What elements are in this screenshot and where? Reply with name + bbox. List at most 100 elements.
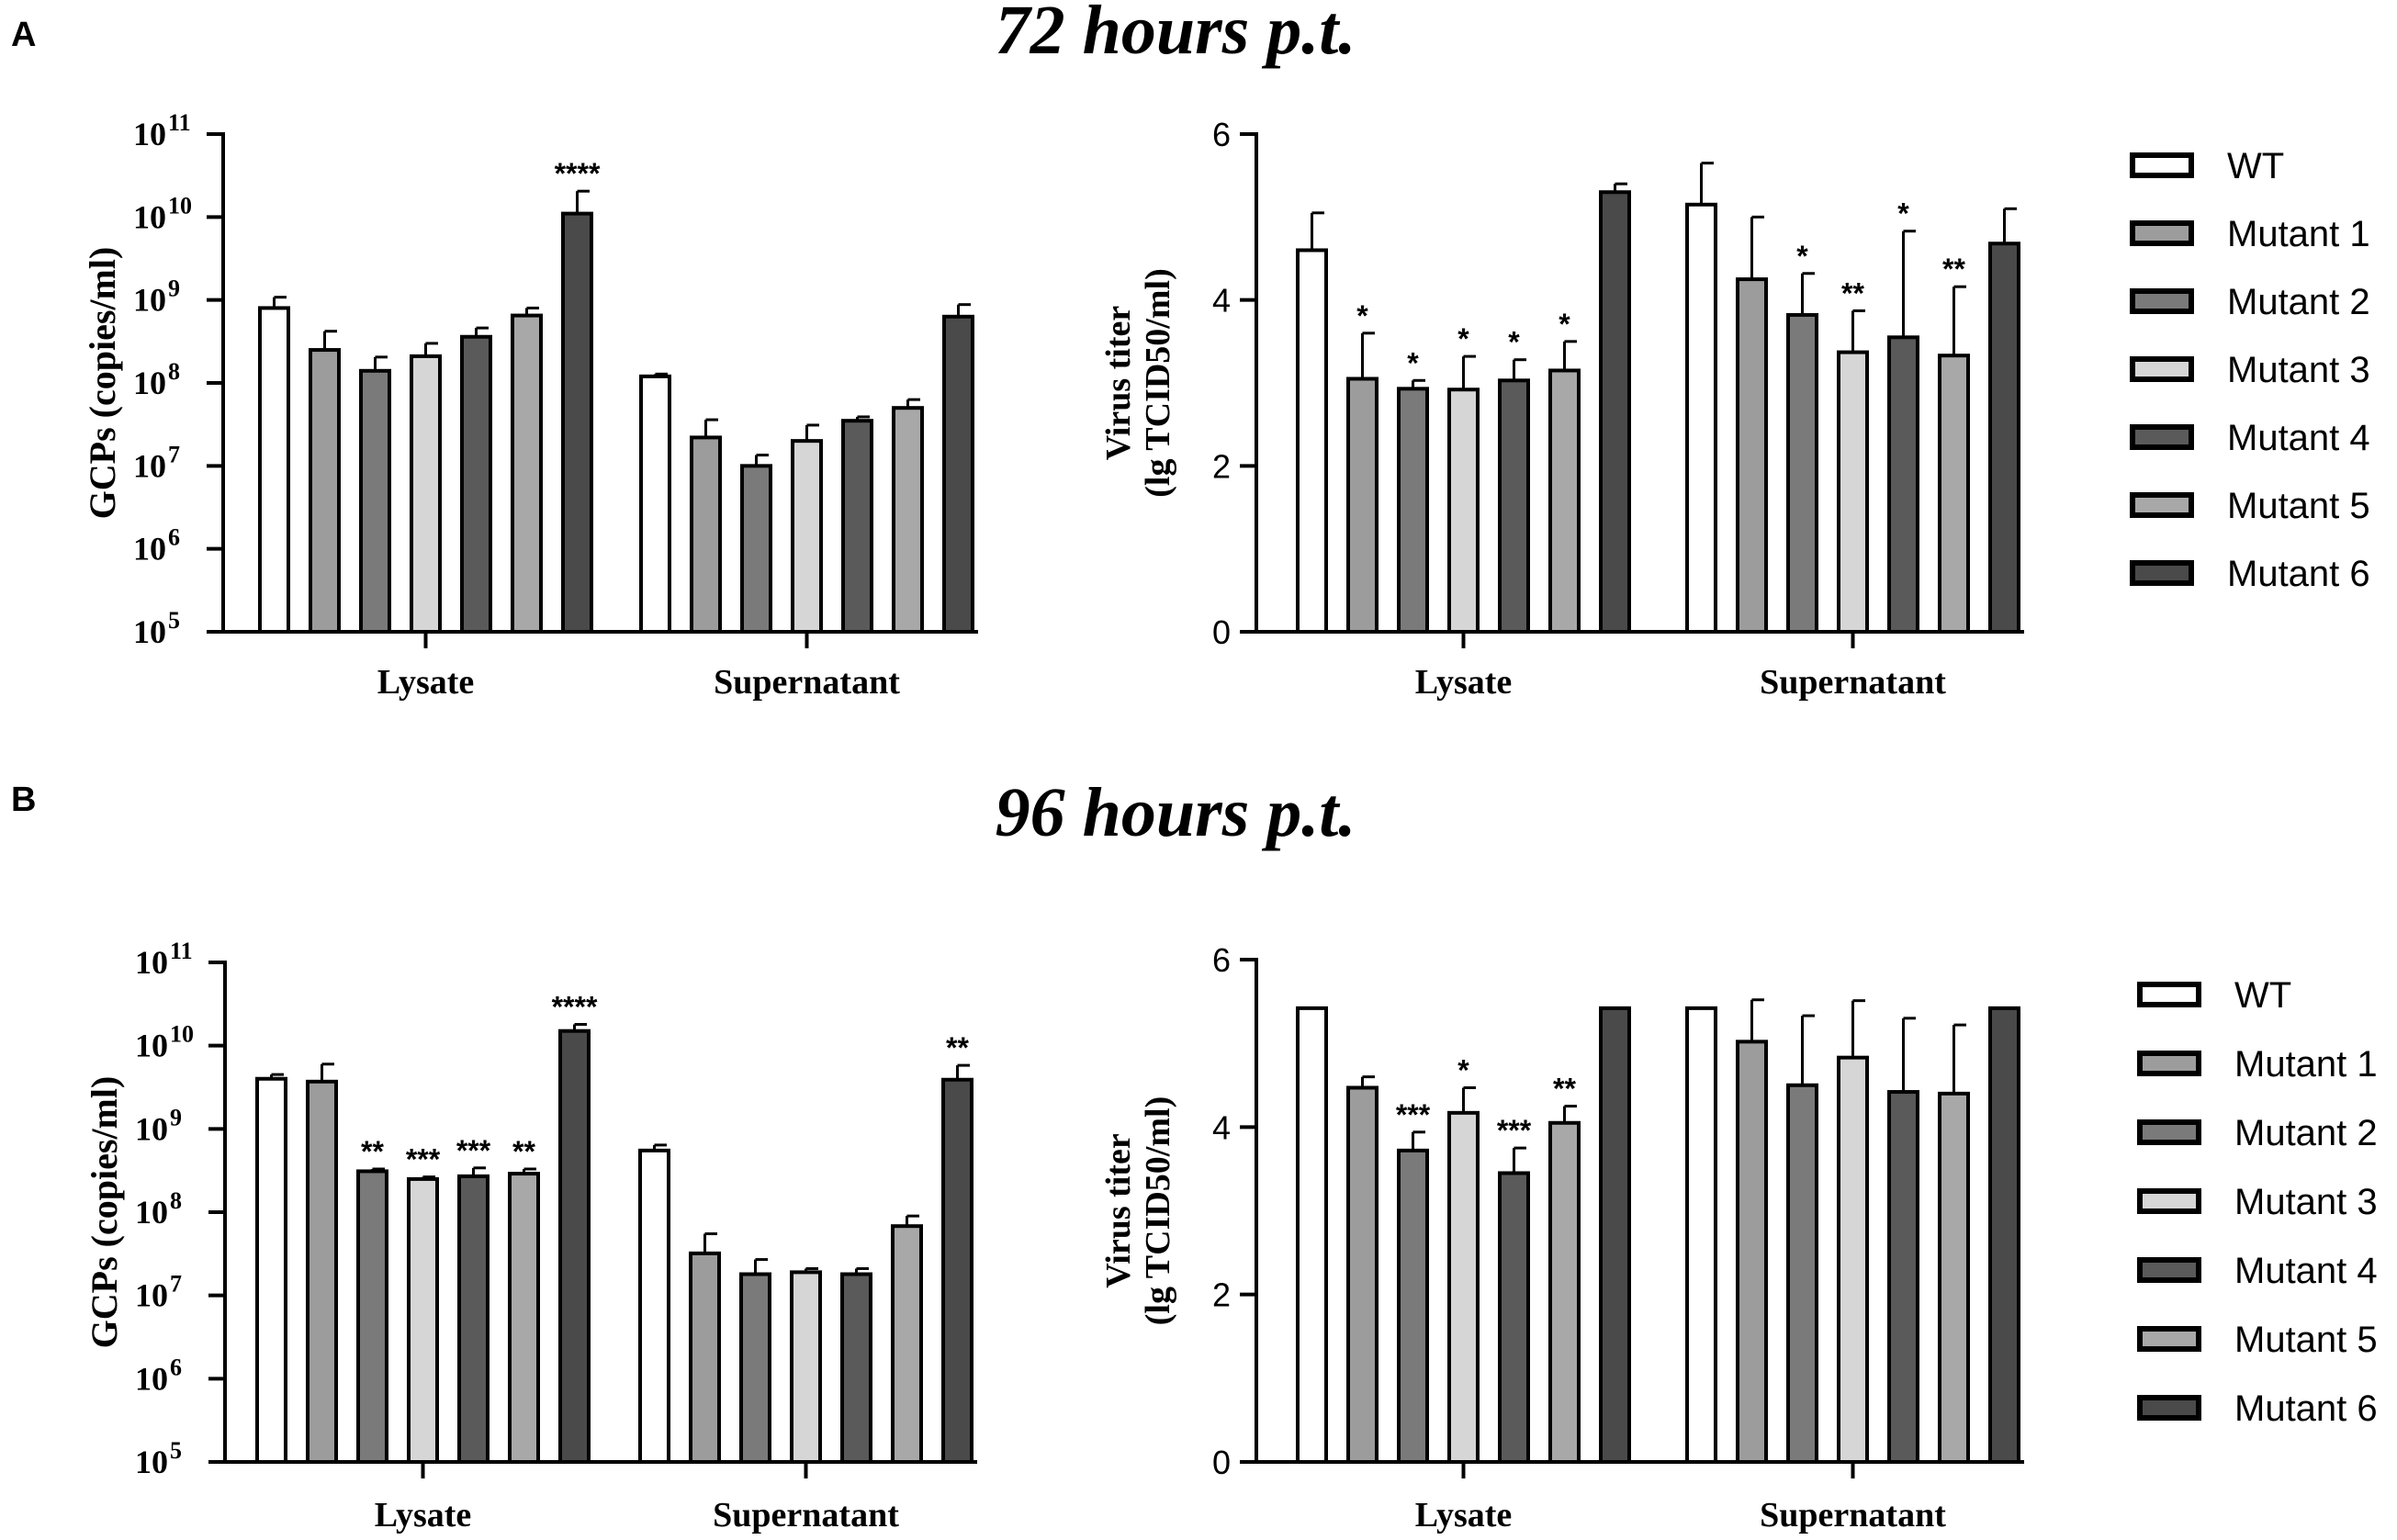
y-tick-label: 10 [135,1028,168,1064]
legend-swatch [2130,220,2194,246]
bar [407,1176,439,1465]
bar [255,1076,287,1465]
legend-label: Mutant 2 [2227,282,2370,322]
bar [457,1174,490,1464]
y-tick-exponent: 11 [170,938,193,964]
bar [942,314,974,634]
significance-label: * [1457,1053,1469,1086]
y-axis-label: Virus titer [1099,306,1138,461]
significance-label: * [1356,299,1368,332]
legend-swatch [2137,1051,2201,1076]
chart-a-titer: 0 2 4 6 Virus titer (lg TCID50/ml) Lysate Super… [1099,116,2024,702]
legend-label: WT [2234,975,2291,1016]
x-category-label: Lysate [1415,1496,1513,1534]
significance-label: ** [946,1031,969,1064]
x-category-label: Lysate [377,663,475,702]
significance-label: ** [361,1135,384,1168]
bar [1786,1083,1818,1464]
panel-letter-b: B [11,781,36,819]
bar [1498,378,1530,634]
legend-label: Mutant 1 [2234,1044,2378,1085]
significance-label: ** [1942,253,1965,286]
y-tick-exponent: 6 [168,524,180,551]
bar [1887,1090,1919,1464]
legend-swatch [2137,1119,2201,1145]
bar [1938,1091,1970,1465]
y-axis-label-unit: (lg TCID50/ml) [1139,268,1177,497]
legend-swatch [2130,492,2194,518]
bar [460,334,492,634]
y-axis-label: GCPs (copies/ml) [84,1076,125,1349]
bar [791,439,823,634]
y-axis-label-unit: (lg TCID50/ml) [1139,1096,1177,1325]
y-axis-label: GCPs (copies/ml) [82,247,123,520]
legend-label: Mutant 4 [2227,418,2370,458]
y-tick-label: 10 [133,198,166,235]
x-category-label: Supernatant [1760,1496,1946,1534]
y-tick-exponent: 7 [170,1271,182,1298]
bar [1397,387,1429,634]
bar [891,1224,923,1465]
bar [1599,190,1631,634]
y-tick-label: 10 [133,365,166,401]
significance-label: * [1796,240,1808,273]
legend-swatch [2130,356,2194,382]
significance-label: * [1508,326,1520,359]
legend-swatch [2137,982,2201,1007]
x-category-label: Supernatant [1760,663,1946,702]
x-category-label: Supernatant [713,1496,899,1534]
significance-label: **** [552,991,598,1024]
bar [1346,377,1379,634]
y-tick-label: 10 [133,531,166,568]
bar [1599,1006,1631,1465]
y-tick-exponent: 10 [170,1021,194,1048]
panel-title-b: 96 hours p.t. [996,774,1356,851]
y-tick-exponent: 8 [170,1187,182,1214]
y-tick-label: 10 [135,1110,168,1147]
y-tick-exponent: 5 [170,1437,182,1464]
bar [841,419,873,634]
significance-label: * [1897,197,1909,230]
significance-label: *** [456,1134,491,1167]
y-tick-exponent: 9 [170,1104,182,1130]
legend-label: Mutant 6 [2234,1388,2378,1429]
x-category-label: Lysate [375,1496,472,1534]
legend-swatch [2137,1257,2201,1283]
significance-label: *** [1396,1098,1431,1131]
bar [1837,1055,1869,1465]
y-tick-label: 0 [1212,1444,1231,1481]
y-tick-exponent: 10 [168,192,192,219]
bar [1786,312,1818,634]
significance-label: * [1457,322,1469,355]
legend-label: Mutant 4 [2234,1251,2378,1291]
bar [1736,1040,1768,1465]
bar [511,313,543,634]
y-tick-label: 4 [1212,1108,1231,1146]
bar [1988,1006,2020,1465]
legend-swatch [2137,1395,2201,1421]
y-tick-exponent: 11 [168,109,191,136]
bar [410,354,442,634]
bar [1447,388,1480,634]
significance-label: *** [1497,1114,1532,1147]
bar [258,306,290,634]
legend-a: WT Mutant 1 Mutant 2 Mutant 3 Mutant 4 Mutant… [2130,146,2370,594]
bar [1296,248,1328,634]
y-tick-label: 0 [1212,613,1231,651]
significance-label: ** [1553,1073,1576,1106]
x-category-label: Supernatant [714,663,900,702]
legend-label: WT [2227,146,2284,186]
y-tick-exponent: 6 [170,1354,182,1380]
legend-b: WT Mutant 1 Mutant 2 Mutant 3 Mutant 4 Mutant… [2137,975,2378,1429]
bar [356,1169,388,1464]
bar [508,1172,540,1464]
bar [790,1270,822,1465]
y-tick-label: 6 [1212,941,1231,979]
bar [1346,1085,1379,1464]
bar [690,435,722,634]
y-tick-exponent: 9 [168,275,180,302]
y-tick-label: 10 [133,116,166,152]
bar [689,1251,721,1465]
